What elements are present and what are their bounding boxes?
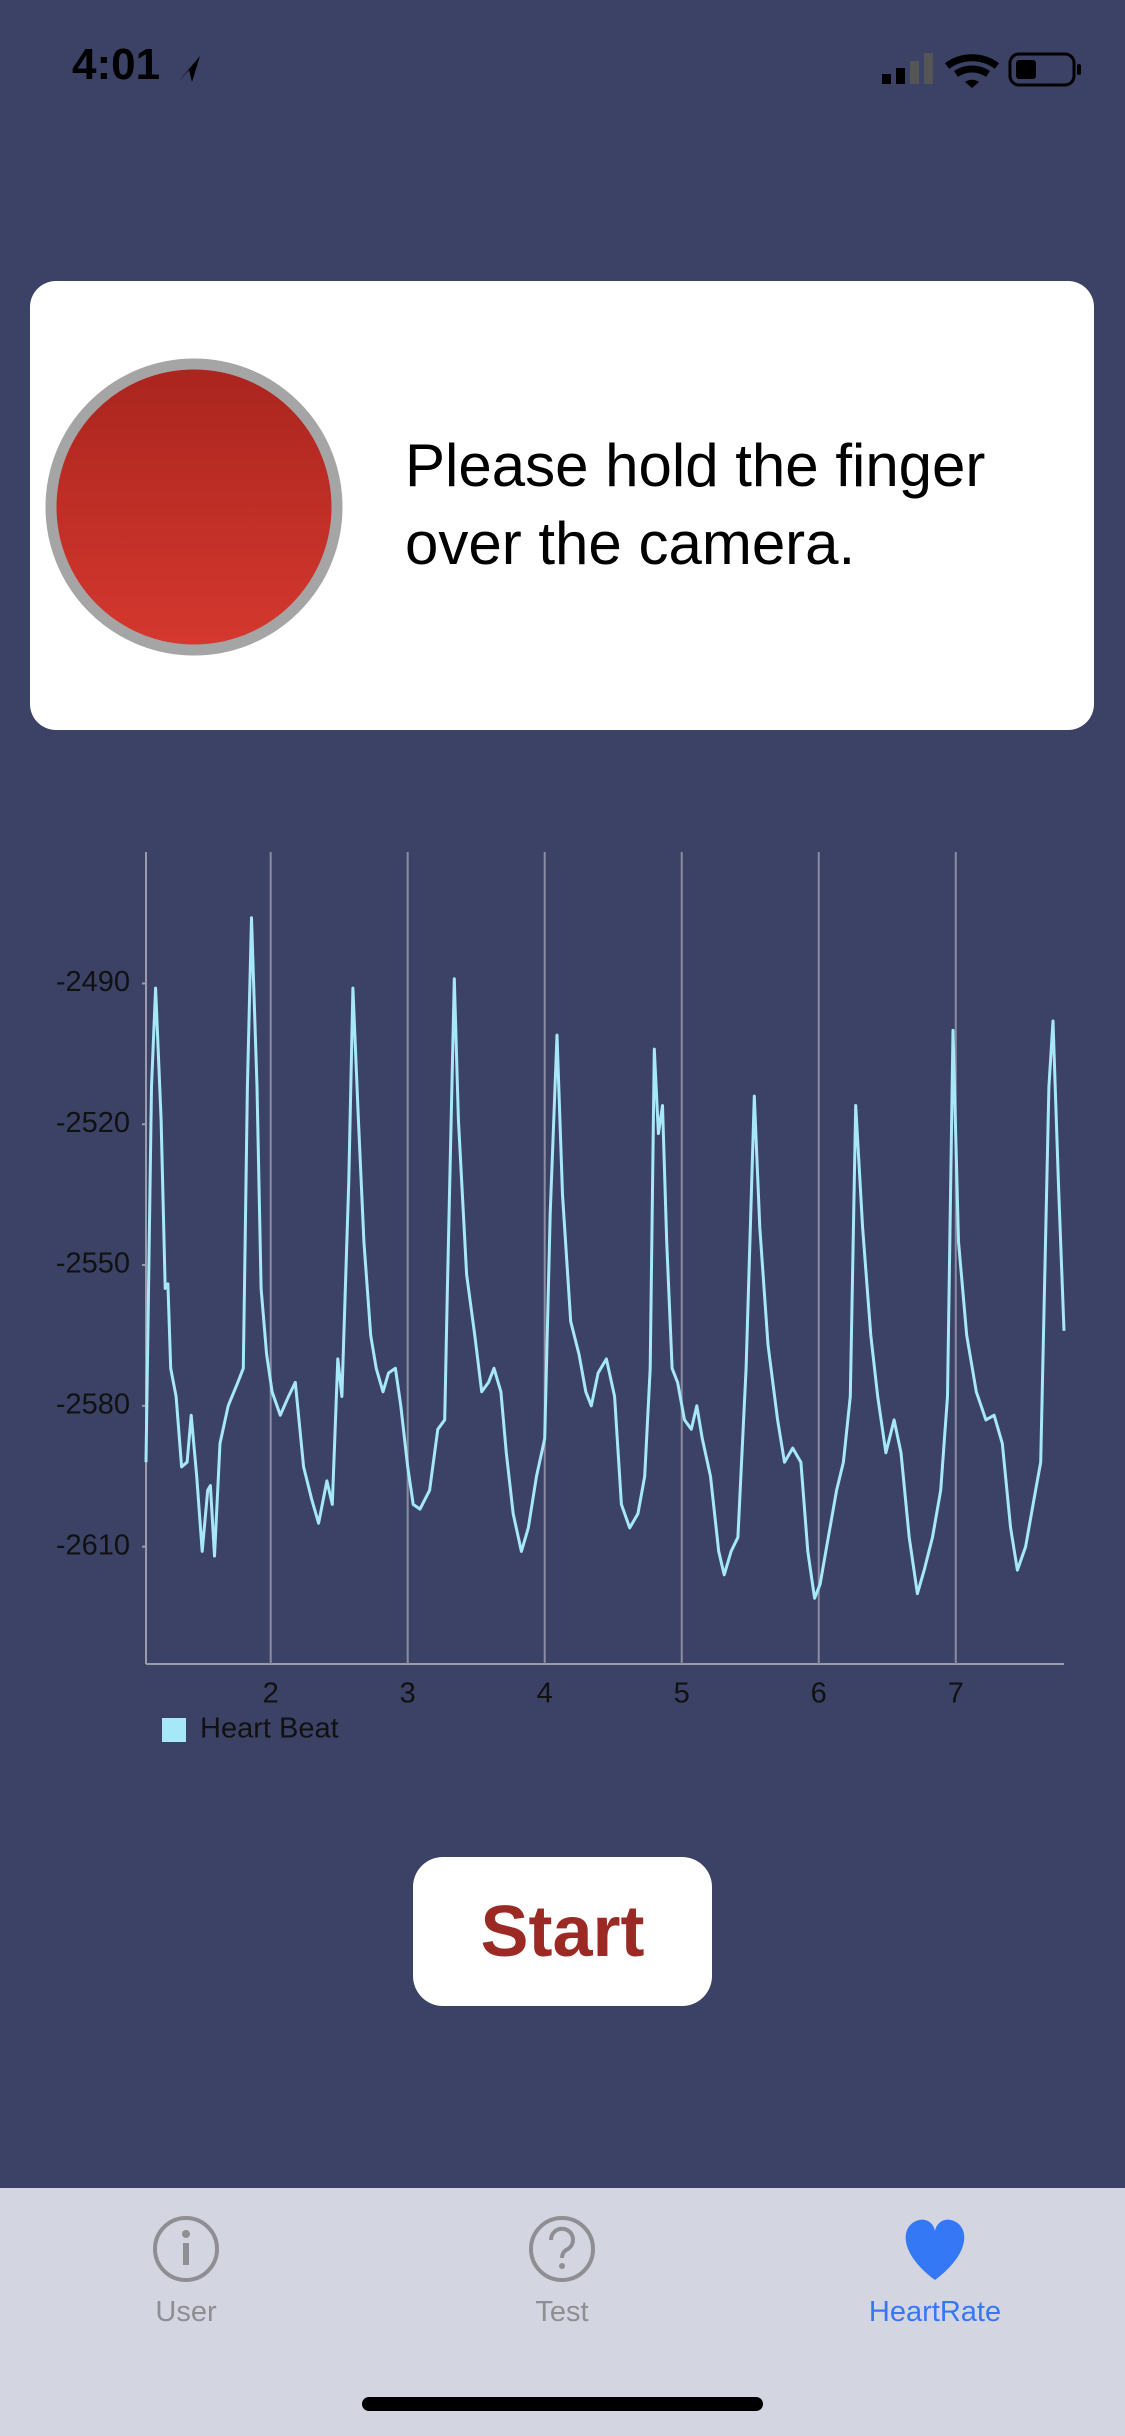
tab-icons	[153, 2216, 965, 2282]
x-tick-label: 5	[674, 1678, 690, 1710]
x-tick-label: 2	[263, 1678, 279, 1710]
status-time: 4:01	[72, 40, 161, 89]
x-tick-label: 7	[948, 1678, 964, 1710]
message-line: over the camera.	[405, 510, 856, 577]
y-tick-label: -2550	[56, 1248, 130, 1280]
chart: 2 3 4 5 6 7 -2490 -2520 -2550 -2580 -2610 Heart Bea…	[56, 852, 1066, 1745]
y-tick-label: -2490	[56, 966, 130, 998]
status-icons	[178, 52, 1081, 88]
start-button[interactable]: Start	[413, 1857, 712, 2006]
status-light	[45, 358, 343, 656]
tab-bar: User Test HeartRate	[0, 2188, 1125, 2436]
y-tick-label: -2580	[56, 1389, 130, 1421]
tab-label[interactable]: Test	[535, 2296, 589, 2328]
y-tick-label: -2520	[56, 1107, 130, 1139]
x-tick-label: 3	[400, 1678, 416, 1710]
tab-label[interactable]: HeartRate	[868, 2296, 1002, 2328]
x-tick-label: 4	[537, 1678, 553, 1710]
y-tick-label: -2610	[56, 1529, 130, 1561]
home-indicator	[362, 2397, 763, 2411]
tab-label[interactable]: User	[155, 2296, 217, 2328]
message-line: Please hold the finger	[405, 432, 986, 499]
legend-swatch	[162, 1718, 186, 1742]
data-line	[144, 916, 1066, 1600]
message-card: Please hold the finger over the camera.	[30, 281, 1094, 730]
x-tick-label: 6	[811, 1678, 827, 1710]
legend-label: Heart Beat	[200, 1713, 339, 1745]
